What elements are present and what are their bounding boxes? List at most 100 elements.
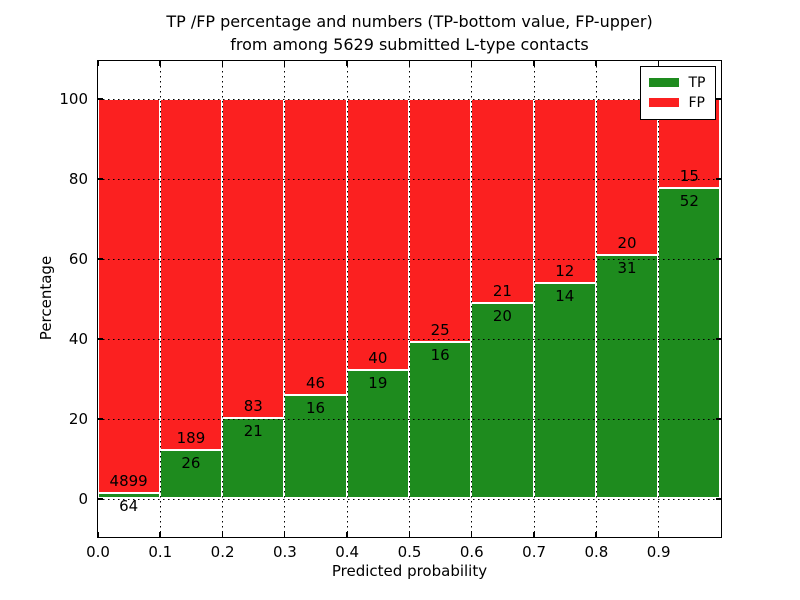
y-tick — [97, 98, 103, 100]
x-tick-label: 0.4 — [335, 543, 360, 561]
bar-fp-segment — [533, 98, 596, 284]
bar-tp-segment — [159, 450, 223, 499]
gridline-vertical — [346, 60, 348, 537]
bar-tp-segment — [471, 303, 534, 499]
x-tick-label: 0.8 — [584, 543, 609, 561]
x-tick — [408, 531, 410, 537]
bar-fp-segment — [346, 98, 409, 370]
legend: TP FP — [639, 65, 716, 120]
tp-count-label: 21 — [243, 421, 263, 440]
x-tick — [283, 531, 286, 537]
fp-count-label: 83 — [243, 396, 263, 415]
tp-count-label: 64 — [119, 497, 139, 516]
x-tick — [159, 531, 161, 537]
x-tick-label: 0.7 — [522, 543, 547, 561]
fp-count-label: 40 — [368, 348, 388, 367]
y-tick — [715, 258, 721, 260]
x-axis-label: Predicted probability — [331, 562, 488, 580]
chart-title-line2: from among 5629 submitted L-type contact… — [230, 35, 589, 54]
x-tick-label: 0.1 — [148, 543, 173, 561]
gridline-vertical — [658, 60, 660, 537]
fp-count-label: 12 — [555, 262, 575, 281]
x-tick — [533, 531, 535, 537]
x-tick-label: 0.2 — [210, 543, 235, 561]
y-tick-label: 60 — [68, 250, 88, 268]
y-tick — [715, 498, 721, 500]
gridline-vertical — [222, 60, 224, 537]
legend-swatch-fp — [648, 98, 679, 107]
x-tick — [533, 60, 535, 66]
plot-area: 64 4899 26 189 21 83 16 46 19 40 16 25 20 21 14 12 31 20 5… — [96, 59, 722, 538]
legend-entry-fp: FP — [648, 93, 706, 113]
x-tick-label: 0.3 — [272, 543, 297, 561]
bar-tp-segment — [284, 395, 347, 499]
x-tick — [470, 60, 473, 66]
bar-tp-segment — [658, 188, 721, 499]
fp-count-label: 15 — [679, 167, 699, 186]
y-tick — [715, 338, 721, 340]
x-tick — [657, 60, 660, 66]
y-tick-label: 20 — [68, 410, 88, 428]
gridline-vertical — [159, 60, 161, 537]
fp-count-label: 20 — [617, 234, 637, 253]
x-tick-label: 0.9 — [646, 543, 671, 561]
x-tick-label: 0.0 — [86, 543, 110, 561]
fp-count-label: 25 — [430, 321, 450, 340]
x-tick — [595, 531, 597, 537]
chart-title: TP /FP percentage and numbers (TP-bottom… — [98, 10, 721, 56]
bar-fp-segment — [159, 98, 223, 451]
y-axis-label: Percentage — [37, 255, 55, 341]
legend-label-tp: TP — [688, 74, 706, 91]
bar-tp-segment — [409, 342, 472, 499]
bar-tp-segment — [222, 417, 285, 499]
y-tick-label: 40 — [68, 330, 88, 348]
bar-fp-segment — [284, 98, 347, 396]
tp-count-label: 26 — [181, 454, 201, 473]
x-tick — [346, 60, 348, 66]
y-tick — [715, 98, 721, 100]
bar-tp-segment — [346, 369, 409, 499]
legend-entry-tp: TP — [648, 73, 706, 93]
x-tick — [470, 531, 473, 537]
bar-fp-segment — [409, 98, 472, 343]
bar-tp-segment — [97, 493, 160, 499]
gridline-vertical — [409, 60, 410, 537]
gridline-vertical — [595, 60, 597, 537]
y-tick — [715, 418, 721, 420]
bar-fp-segment — [471, 98, 534, 304]
tp-count-label: 20 — [492, 307, 512, 326]
gridline-vertical — [533, 60, 535, 537]
y-tick — [97, 338, 103, 340]
y-tick — [97, 498, 103, 500]
fp-count-label: 189 — [176, 429, 206, 448]
fp-count-label: 21 — [492, 282, 512, 301]
x-tick — [283, 60, 286, 66]
y-tick-label: 0 — [78, 490, 88, 508]
chart-title-line1: TP /FP percentage and numbers (TP-bottom… — [166, 12, 653, 31]
x-tick — [159, 60, 161, 66]
tp-count-label: 31 — [617, 259, 637, 278]
y-tick-label: 80 — [68, 170, 88, 188]
tp-count-label: 14 — [555, 287, 575, 306]
x-tick — [408, 60, 410, 66]
bar-fp-segment — [222, 98, 285, 418]
x-tick — [346, 531, 348, 537]
bar-tp-segment — [595, 255, 659, 499]
y-tick — [97, 258, 103, 260]
y-tick-label: 100 — [59, 90, 88, 108]
x-tick — [97, 531, 99, 537]
tp-count-label: 16 — [305, 399, 326, 418]
legend-label-fp: FP — [688, 94, 706, 111]
tp-count-label: 16 — [430, 346, 450, 365]
bar-fp-segment — [97, 98, 160, 494]
bar-fp-segment — [595, 98, 659, 256]
gridline-vertical — [471, 60, 473, 537]
bar-tp-segment — [533, 283, 596, 499]
x-tick — [221, 60, 224, 66]
gridline-vertical — [284, 60, 286, 537]
y-tick — [715, 178, 721, 180]
fp-count-label: 46 — [305, 374, 326, 393]
x-tick-label: 0.5 — [397, 543, 422, 561]
fp-count-label: 4899 — [109, 472, 148, 491]
